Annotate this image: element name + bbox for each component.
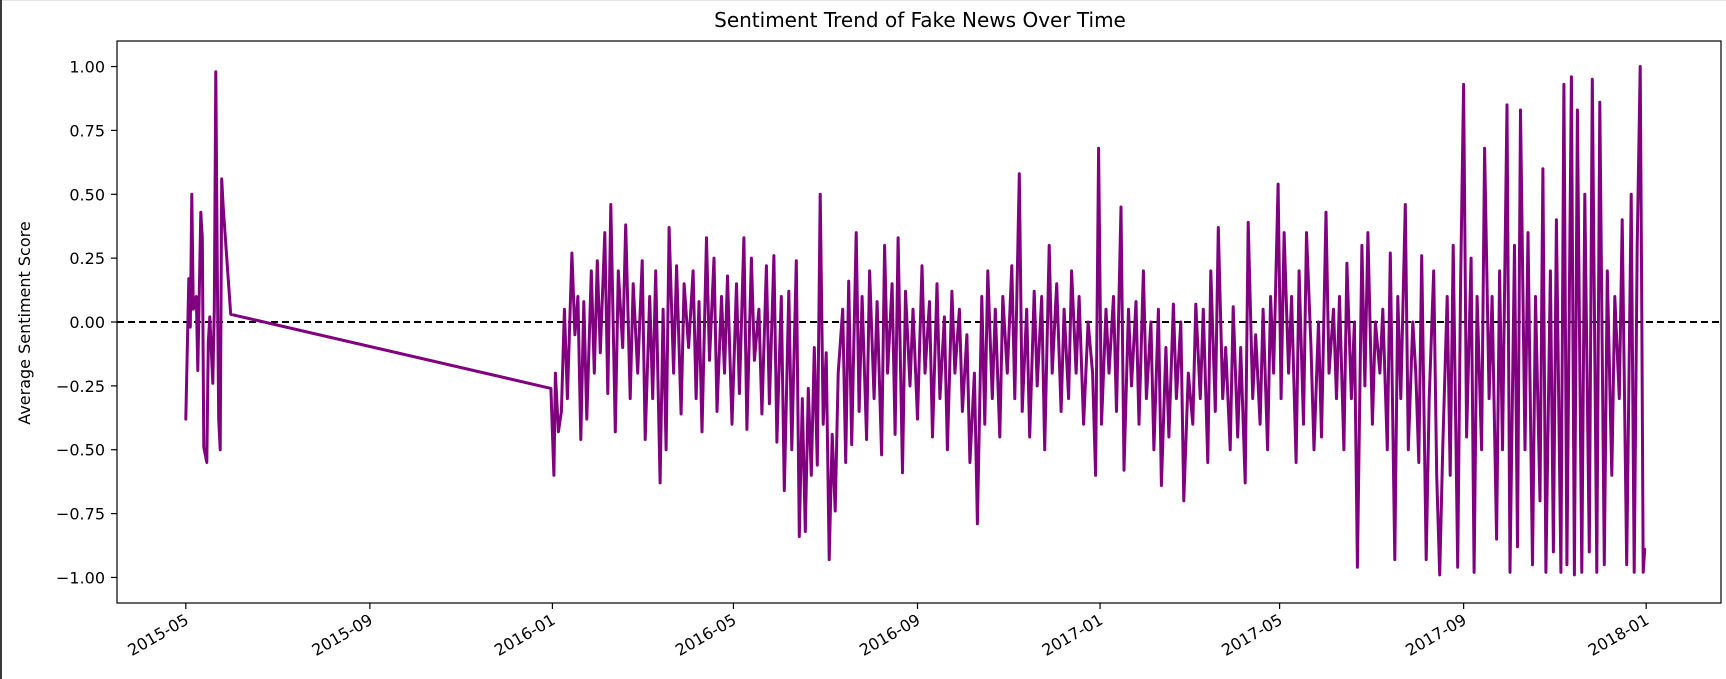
x-tick-label: 2016-05 [672, 610, 739, 660]
x-tick-label: 2015-09 [308, 610, 375, 660]
y-tick-label: 1.00 [69, 58, 105, 77]
y-tick-label: 0.25 [69, 249, 105, 268]
y-axis-title: Average Sentiment Score [15, 221, 34, 424]
x-tick-label: 2018-01 [1585, 610, 1652, 660]
x-tick-label: 2017-09 [1402, 610, 1469, 660]
y-tick-label: −0.25 [56, 377, 105, 396]
y-axis: −1.00 −0.75 −0.50 −0.25 0.00 0.25 0.50 0.75 1.00 [56, 58, 117, 587]
series-line-0 [184, 65, 1647, 577]
plot-frame [116, 40, 1722, 604]
x-tick-label: 2017-05 [1218, 610, 1285, 660]
y-tick-label: 0.50 [69, 185, 105, 204]
chart-title: Sentiment Trend of Fake News Over Time [714, 8, 1126, 32]
y-tick-label: 0.75 [69, 121, 105, 140]
x-tick-label: 2016-09 [856, 610, 923, 660]
x-axis: 2015-05 2015-09 2016-01 2016-05 2016-09 2017-… [124, 603, 1652, 660]
x-tick-label: 2017-01 [1039, 610, 1106, 660]
y-tick-label: −1.00 [56, 568, 105, 587]
series-layer [184, 65, 1647, 577]
y-tick-label: −0.75 [56, 505, 105, 524]
x-tick-label: 2015-05 [124, 610, 191, 660]
y-tick-label: −0.50 [56, 441, 105, 460]
y-tick-label: 0.00 [69, 313, 105, 332]
x-tick-label: 2016-01 [491, 610, 558, 660]
